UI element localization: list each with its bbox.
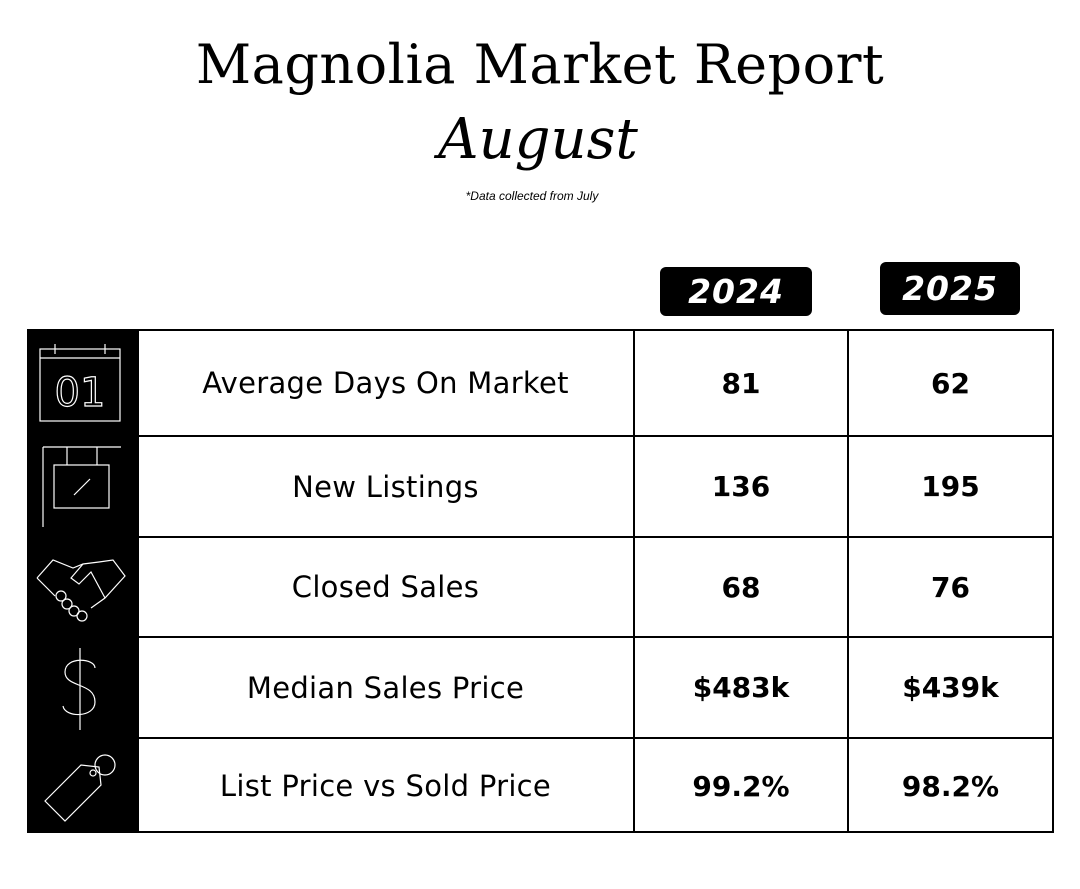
value-2024: $483k [633, 638, 847, 737]
page-title: Magnolia Market Report [195, 33, 885, 96]
row-label: Closed Sales [291, 570, 480, 604]
value-2025: $439k [847, 638, 1052, 737]
value-2025: 76 [847, 538, 1052, 636]
year-badge-2024: 2024 [660, 267, 812, 316]
row-label: Average Days On Market [202, 366, 569, 400]
value-2025: 195 [847, 437, 1052, 536]
value-2025: 98.2% [847, 739, 1052, 833]
svg-text:01: 01 [55, 370, 106, 416]
value-2024: 68 [633, 538, 847, 636]
row-label: New Listings [292, 469, 479, 504]
row-label: List Price vs Sold Price [219, 769, 552, 803]
price-tag-icon [27, 739, 139, 833]
market-stats-table: 01 Average Days On Market 81 62 New List… [27, 329, 1054, 833]
calendar-icon: 01 [27, 331, 139, 435]
month-subtitle: August [438, 107, 638, 172]
hanging-sign-icon [27, 437, 139, 536]
value-2024: 136 [633, 437, 847, 536]
table-row: Median Sales Price $483k $439k [27, 638, 1052, 739]
dollar-icon [27, 638, 139, 737]
table-row: Closed Sales 68 76 [27, 538, 1052, 638]
table-row: 01 Average Days On Market 81 62 [27, 331, 1052, 437]
value-2025: 62 [847, 331, 1052, 435]
table-row: New Listings 136 195 [27, 437, 1052, 538]
handshake-icon [27, 538, 139, 636]
row-label: Median Sales Price [246, 670, 525, 705]
value-2024: 81 [633, 331, 847, 435]
data-note: *Data collected from July [465, 189, 599, 203]
year-badge-2025: 2025 [880, 262, 1020, 315]
table-row: List Price vs Sold Price 99.2% 98.2% [27, 739, 1052, 833]
value-2024: 99.2% [633, 739, 847, 833]
